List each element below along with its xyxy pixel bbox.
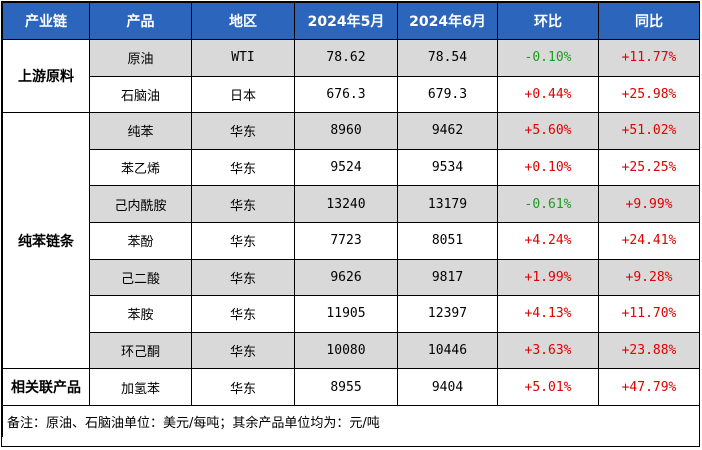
header-region: 地区 bbox=[191, 2, 295, 40]
table-row: 上游原料 原油 WTI 78.62 78.54 -0.10% +11.77% bbox=[2, 38, 700, 114]
june-price-cell: 9404 bbox=[397, 368, 498, 406]
may-price-cell: 78.62 bbox=[294, 39, 398, 77]
product-cell: 纯苯 bbox=[89, 112, 192, 150]
table-row: 纯苯链条 纯苯 华东 8960 9462 +5.60% +51.02% bbox=[2, 112, 700, 370]
mom-change-cell: +0.10% bbox=[497, 148, 599, 187]
june-price-cell: 12397 bbox=[397, 295, 498, 333]
june-price-cell: 9534 bbox=[397, 148, 498, 187]
header-chain: 产业链 bbox=[2, 2, 90, 40]
product-cell: 己二酸 bbox=[89, 258, 192, 297]
june-price-cell: 78.54 bbox=[397, 39, 498, 77]
chain-cell: 纯苯链条 bbox=[2, 112, 90, 370]
mom-change-cell: +3.63% bbox=[497, 331, 599, 370]
yoy-change-cell: +9.28% bbox=[598, 258, 700, 297]
table-row: 苯乙烯 华东 9524 9534 +0.10% +25.25% bbox=[3, 148, 700, 187]
june-price-cell: 8051 bbox=[397, 221, 498, 260]
june-price-cell: 10446 bbox=[397, 331, 498, 370]
product-cell: 环己酮 bbox=[89, 331, 192, 370]
header-june: 2024年6月 bbox=[397, 2, 498, 40]
yoy-change-cell: +11.70% bbox=[598, 295, 700, 333]
header-may: 2024年5月 bbox=[294, 2, 398, 40]
region-cell: 华东 bbox=[191, 112, 295, 150]
june-price-cell: 9462 bbox=[397, 112, 498, 150]
header-yoy: 同比 bbox=[598, 2, 700, 40]
may-price-cell: 7723 bbox=[294, 221, 398, 260]
may-price-cell: 9524 bbox=[294, 148, 398, 187]
table-row: 己内酰胺 华东 13240 13179 -0.61% +9.99% bbox=[3, 185, 700, 223]
region-cell: 华东 bbox=[191, 148, 295, 187]
mom-change-cell: -0.10% bbox=[497, 39, 599, 77]
region-cell: 华东 bbox=[191, 368, 295, 406]
header-row: 产业链 产品 地区 2024年5月 2024年6月 环比 同比 bbox=[2, 2, 700, 40]
june-price-cell: 13179 bbox=[397, 185, 498, 223]
note-row: 备注：原油、石脑油单位：美元/每吨；其余产品单位均为：元/吨 bbox=[2, 404, 700, 437]
product-cell: 苯酚 bbox=[89, 221, 192, 260]
yoy-change-cell: +47.79% bbox=[598, 368, 700, 406]
mom-change-cell: +4.24% bbox=[497, 221, 599, 260]
price-table: 产业链 产品 地区 2024年5月 2024年6月 环比 同比 上游原料 原油 WT… bbox=[2, 2, 700, 437]
product-cell: 石脑油 bbox=[89, 75, 192, 114]
may-price-cell: 8955 bbox=[294, 368, 398, 406]
yoy-change-cell: +25.25% bbox=[598, 148, 700, 187]
mom-change-cell: +5.01% bbox=[497, 368, 599, 406]
header-product: 产品 bbox=[89, 2, 192, 40]
table-row: 苯胺 华东 11905 12397 +4.13% +11.70% bbox=[3, 295, 700, 333]
table-row: 苯酚 华东 7723 8051 +4.24% +24.41% bbox=[3, 221, 700, 260]
region-cell: 华东 bbox=[191, 258, 295, 297]
chain-cell: 相关联产品 bbox=[2, 368, 90, 406]
table-row: 石脑油 日本 676.3 679.3 +0.44% +25.98% bbox=[3, 75, 700, 114]
may-price-cell: 13240 bbox=[294, 185, 398, 223]
yoy-change-cell: +24.41% bbox=[598, 221, 700, 260]
table-row: 相关联产品 加氢苯 华东 8955 9404 +5.01% +47.79% bbox=[2, 368, 700, 406]
region-cell: 日本 bbox=[191, 75, 295, 114]
may-price-cell: 11905 bbox=[294, 295, 398, 333]
chain-cell: 上游原料 bbox=[2, 38, 90, 114]
mom-change-cell: +5.60% bbox=[497, 112, 599, 150]
june-price-cell: 9817 bbox=[397, 258, 498, 297]
may-price-cell: 8960 bbox=[294, 112, 398, 150]
product-cell: 苯乙烯 bbox=[89, 148, 192, 187]
yoy-change-cell: +23.88% bbox=[598, 331, 700, 370]
mom-change-cell: +4.13% bbox=[497, 295, 599, 333]
yoy-change-cell: +11.77% bbox=[598, 39, 700, 77]
product-cell: 己内酰胺 bbox=[89, 185, 192, 223]
header-mom: 环比 bbox=[497, 2, 599, 40]
june-price-cell: 679.3 bbox=[397, 75, 498, 114]
footnote: 备注：原油、石脑油单位：美元/每吨；其余产品单位均为：元/吨 bbox=[2, 404, 700, 437]
region-cell: 华东 bbox=[191, 185, 295, 223]
product-cell: 原油 bbox=[89, 39, 192, 77]
may-price-cell: 9626 bbox=[294, 258, 398, 297]
mom-change-cell: -0.61% bbox=[497, 185, 599, 223]
yoy-change-cell: +9.99% bbox=[598, 185, 700, 223]
may-price-cell: 10080 bbox=[294, 331, 398, 370]
table-body: 上游原料 原油 WTI 78.62 78.54 -0.10% +11.77% 石脑油 日本 676… bbox=[2, 38, 700, 406]
yoy-change-cell: +51.02% bbox=[598, 112, 700, 150]
yoy-change-cell: +25.98% bbox=[598, 75, 700, 114]
mom-change-cell: +1.99% bbox=[497, 258, 599, 297]
region-cell: 华东 bbox=[191, 331, 295, 370]
region-cell: WTI bbox=[191, 39, 295, 77]
product-cell: 加氢苯 bbox=[89, 368, 192, 406]
table-row: 己二酸 华东 9626 9817 +1.99% +9.28% bbox=[3, 258, 700, 297]
region-cell: 华东 bbox=[191, 295, 295, 333]
table-row: 环己酮 华东 10080 10446 +3.63% +23.88% bbox=[3, 331, 700, 370]
mom-change-cell: +0.44% bbox=[497, 75, 599, 114]
product-cell: 苯胺 bbox=[89, 295, 192, 333]
region-cell: 华东 bbox=[191, 221, 295, 260]
may-price-cell: 676.3 bbox=[294, 75, 398, 114]
